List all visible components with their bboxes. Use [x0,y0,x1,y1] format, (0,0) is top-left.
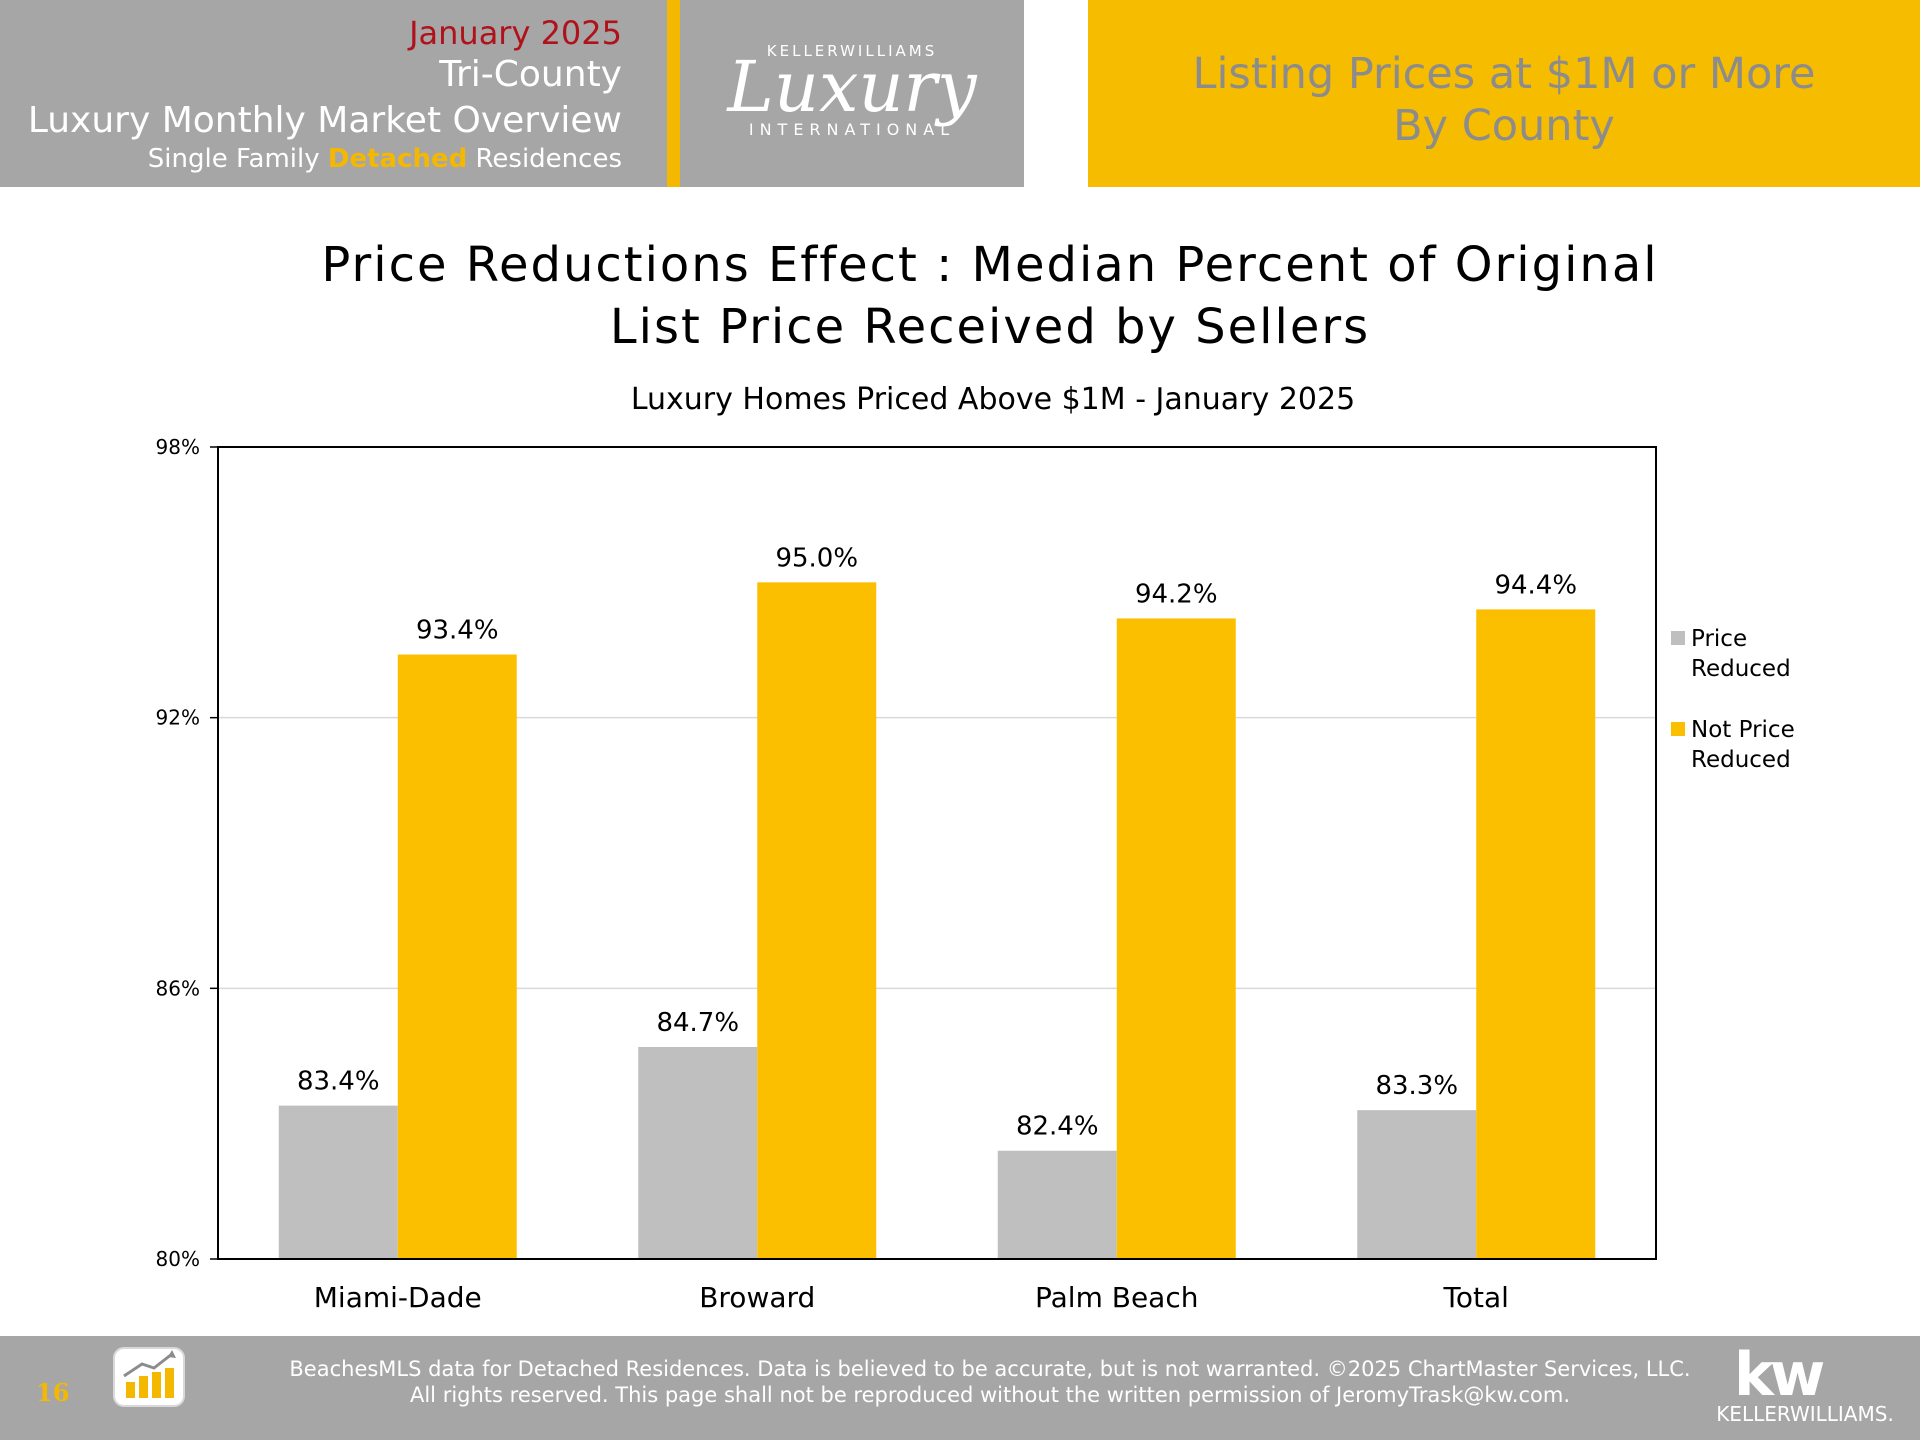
bar-not-price-reduced [757,582,877,1259]
subtitle-highlight: Detached [327,144,468,174]
header-accent-stripe [667,0,680,187]
bar-price-reduced [638,1046,758,1259]
header-logo-panel [680,0,1024,187]
legend-label-line2: Reduced [1691,747,1791,773]
data-label: 94.4% [1494,570,1577,600]
logo-brand-top: KELLERWILLIAMS [766,42,938,60]
bars [278,582,1596,1259]
footer-disclaimer-line2: All rights reserved. This page shall not… [409,1383,1571,1407]
footer-disclaimer-line1: BeachesMLS data for Detached Residences.… [289,1357,1691,1381]
subtitle-pre: Single Family [147,144,328,174]
x-axis: Miami-Dade Broward Palm Beach Total [314,1281,1509,1314]
legend-label-line1: Not Price [1691,717,1795,743]
chart-title-line2: List Price Received by Sellers [609,299,1371,355]
y-tick-label: 80% [156,1247,200,1271]
data-label: 94.2% [1135,579,1218,609]
kw-logo-wordmark: KELLERWILLIAMS. [1716,1402,1894,1426]
legend-swatch [1671,722,1685,736]
x-category-label: Total [1443,1281,1509,1314]
x-category-label: Miami-Dade [314,1281,482,1314]
x-category-label: Palm Beach [1035,1281,1198,1314]
bar-not-price-reduced [1476,609,1596,1259]
logo-brand-bottom: INTERNATIONAL [748,120,956,139]
data-label: 84.7% [656,1008,739,1038]
report-overview-title: Luxury Monthly Market Overview [27,100,622,141]
legend: Price Reduced Not Price Reduced [1671,626,1795,773]
data-label: 82.4% [1016,1112,1099,1142]
chart-subtitle: Luxury Homes Priced Above $1M - January … [630,382,1356,417]
x-category-label: Broward [699,1281,815,1314]
report-subtitle: Single Family Detached Residences [148,144,622,174]
kw-logo-mark: kw [1734,1340,1825,1410]
legend-label-line1: Price [1691,626,1747,652]
section-title-line1: Listing Prices at $1M or More [1192,49,1816,99]
bar-price-reduced [278,1105,398,1259]
chart-title: Price Reductions Effect : Median Percent… [0,234,1920,358]
y-tick-label: 86% [156,976,200,1000]
plot-frame [217,446,1657,1260]
bar-price-reduced [1357,1110,1477,1259]
bar-not-price-reduced [397,654,517,1259]
report-date: January 2025 [409,14,622,52]
bar-price-reduced [997,1150,1117,1259]
logo-brand-script: Luxury [727,46,977,128]
chartmaster-logo [113,1347,185,1407]
chart-title-line1: Price Reductions Effect : Median Percent… [321,237,1659,293]
section-title: Listing Prices at $1M or More By County [1088,48,1920,152]
section-title-line2: By County [1393,101,1615,151]
data-label: 95.0% [775,543,858,573]
subtitle-post: Residences [467,144,623,174]
page-number: 16 [36,1378,70,1407]
footer-bar [0,1336,1920,1440]
legend-swatch [1671,631,1685,645]
y-axis: 80% 86% 92% 98% [156,435,218,1271]
bar-chart: 80% 86% 92% 98% Miami-Dade Broward Palm Beach… [156,435,1795,1314]
header-left-panel [0,0,667,187]
data-label: 93.4% [416,616,499,646]
header-right-panel [1088,0,1920,187]
y-tick-label: 98% [156,435,200,459]
data-label: 83.3% [1375,1071,1458,1101]
legend-label-line2: Reduced [1691,656,1791,682]
bar-not-price-reduced [1116,618,1236,1259]
data-label: 83.4% [297,1067,380,1097]
report-region: Tri-County [439,54,622,95]
data-labels: 83.4% 93.4% 84.7% 95.0% 82.4% 94.2% 83.3% 94.4% [297,543,1577,1141]
y-tick-label: 92% [156,706,200,730]
